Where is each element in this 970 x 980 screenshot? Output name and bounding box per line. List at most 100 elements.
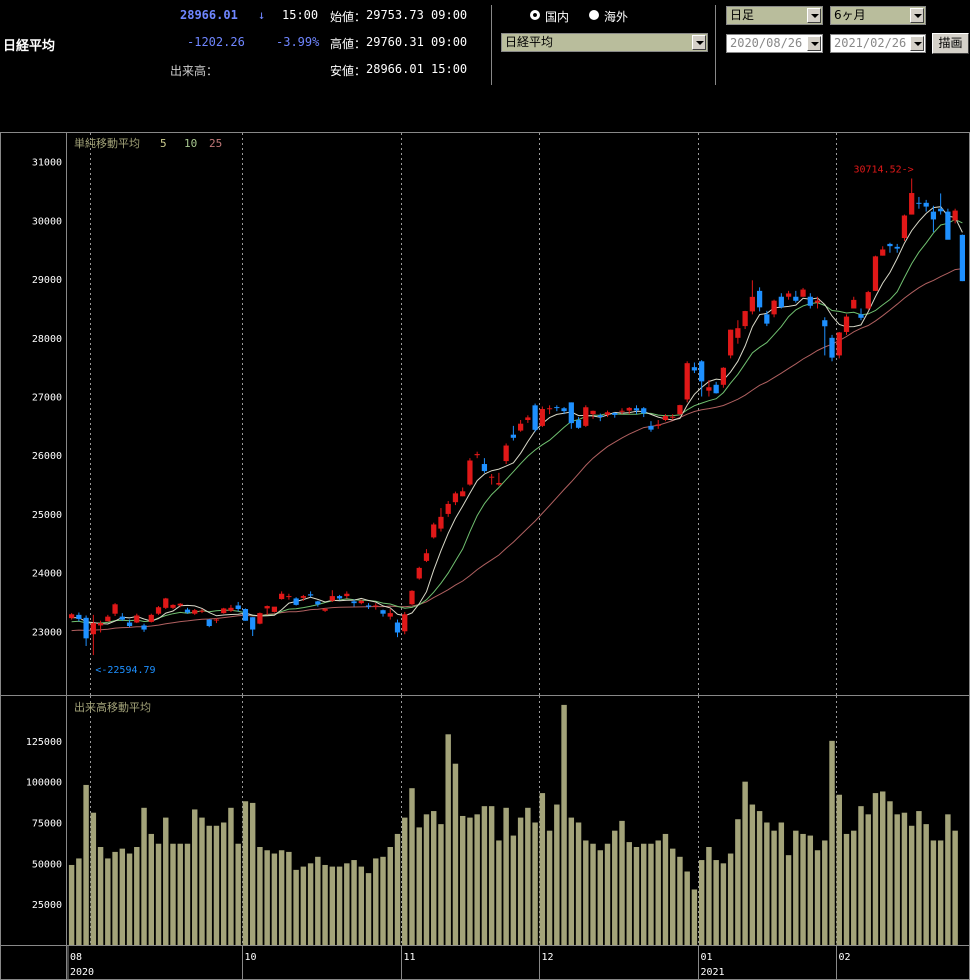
volume-bar <box>278 850 285 945</box>
candle-body <box>706 387 712 391</box>
period-select[interactable]: 6ヶ月 <box>830 6 926 25</box>
volume-bar <box>97 847 104 945</box>
volume-bar <box>887 801 893 945</box>
start-date-select[interactable]: 2020/08/26 <box>726 34 823 53</box>
volume-bar <box>793 830 799 945</box>
volume-bar <box>583 840 589 945</box>
volume-bar <box>416 827 422 945</box>
candle-body <box>807 296 813 306</box>
end-date-value: 2021/02/26 <box>834 36 907 50</box>
volume-y-tick-label: 75000 <box>32 819 62 830</box>
candle-body <box>916 202 922 204</box>
candle-body <box>250 617 256 630</box>
candle-body <box>431 524 437 538</box>
draw-button[interactable]: 描画 <box>932 33 969 54</box>
candle-body <box>785 293 792 297</box>
price-y-tick-label: 24000 <box>32 569 62 580</box>
candle-body <box>496 482 502 485</box>
candle-body <box>800 289 806 297</box>
current-price: 28966.01 <box>180 8 238 22</box>
candle-body <box>380 610 386 614</box>
candle-body <box>814 300 821 303</box>
volume-bar <box>213 825 220 945</box>
legend-ma5: 5 <box>160 137 167 150</box>
candle-body <box>112 604 118 614</box>
volume-bar <box>626 842 632 945</box>
radio-overseas[interactable] <box>589 10 599 20</box>
x-month-label: 12 <box>542 952 554 963</box>
candle-body <box>930 211 937 220</box>
chevron-down-icon[interactable] <box>692 35 706 50</box>
candle-body <box>105 616 111 622</box>
volume-bar <box>242 801 249 945</box>
volume-bar <box>141 807 147 945</box>
interval-select[interactable]: 日足 <box>726 6 823 25</box>
volume-bar <box>496 840 502 945</box>
volume-bar <box>612 830 618 945</box>
candle-body <box>438 516 444 529</box>
end-date-select[interactable]: 2021/02/26 <box>830 34 926 53</box>
volume-bar <box>546 830 553 945</box>
volume-bar <box>199 817 205 945</box>
candle-body <box>358 600 364 604</box>
candle-body <box>97 623 104 626</box>
volume-y-tick-label: 25000 <box>32 900 62 911</box>
candle-body <box>365 605 372 607</box>
x-year-label: 2020 <box>70 967 94 978</box>
candle-body <box>307 594 314 596</box>
candle-body <box>170 604 176 608</box>
volume-bar <box>452 763 459 945</box>
volume-bar <box>177 843 183 945</box>
radio-overseas-label[interactable]: 海外 <box>604 10 629 24</box>
candle-body <box>373 605 379 607</box>
candle-body <box>155 607 162 614</box>
candle-body <box>945 211 951 240</box>
candle-body <box>728 329 734 356</box>
radio-domestic[interactable] <box>530 10 540 20</box>
candle-body <box>764 314 770 324</box>
candle-body <box>699 361 705 382</box>
volume-bar <box>807 835 814 945</box>
volume-bar <box>698 860 705 945</box>
candle-body <box>619 410 625 412</box>
volume-y-tick-label: 50000 <box>32 859 62 870</box>
candle-body <box>901 215 908 239</box>
volume-bar <box>662 833 669 945</box>
chevron-down-icon[interactable] <box>807 8 821 23</box>
index-select[interactable]: 日経平均 <box>501 33 708 52</box>
volume-bar <box>126 853 133 945</box>
candle-body <box>402 614 408 632</box>
volume-bar <box>684 871 690 945</box>
radio-domestic-label[interactable]: 国内 <box>545 10 570 24</box>
candle-body <box>938 208 944 212</box>
chevron-down-icon[interactable] <box>807 36 821 51</box>
candle-body <box>481 464 488 472</box>
candle-body <box>119 616 125 620</box>
chevron-down-icon[interactable] <box>910 36 924 51</box>
x-month-label: 10 <box>245 952 257 963</box>
candle-body <box>836 332 842 356</box>
volume-bar <box>163 817 169 945</box>
x-month-label: 08 <box>70 952 82 963</box>
candle-body <box>467 460 473 485</box>
candle-body <box>822 320 828 327</box>
price-y-tick-label: 25000 <box>32 510 62 521</box>
candle-body <box>445 503 451 514</box>
candle-body <box>575 420 582 428</box>
candle-body <box>387 613 393 617</box>
volume-bar <box>467 817 473 945</box>
candle-body <box>952 210 958 221</box>
candle-body <box>525 417 531 420</box>
candle-body <box>213 619 220 621</box>
volume-bar <box>785 855 792 945</box>
candle-body <box>546 408 553 410</box>
candle-body <box>90 623 96 635</box>
volume-bar <box>727 853 734 945</box>
chevron-down-icon[interactable] <box>910 8 924 23</box>
volume-y-tick-label: 100000 <box>26 778 62 789</box>
candle-body <box>858 314 864 318</box>
volume-bar <box>228 807 234 945</box>
candle-body <box>880 249 886 256</box>
volume-bar <box>373 858 379 945</box>
volume-bar <box>344 863 350 945</box>
